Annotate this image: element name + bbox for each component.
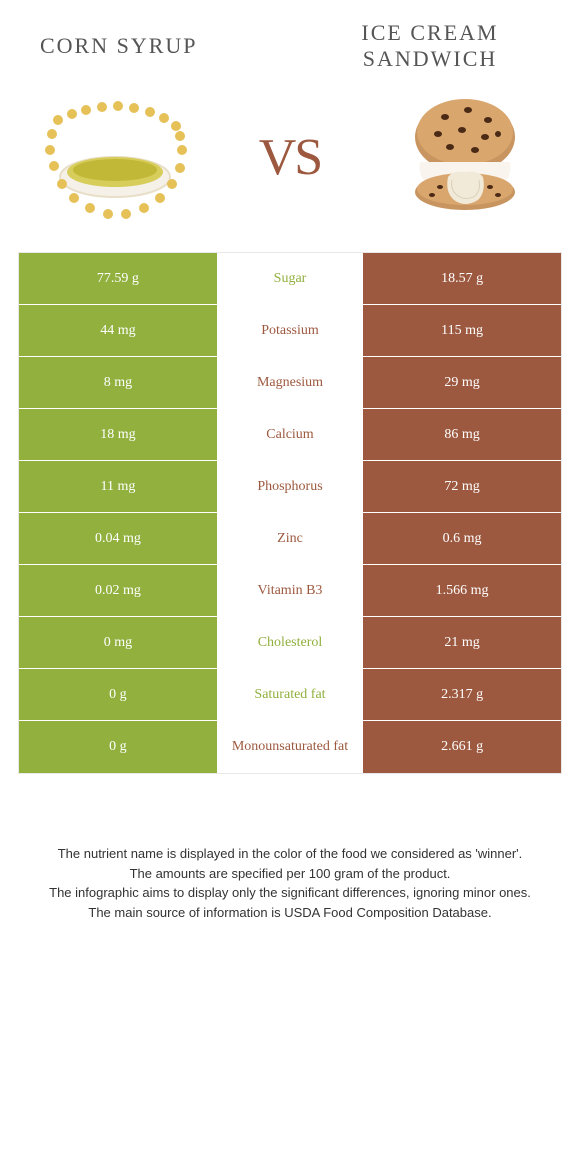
nutrient-label: Potassium [217,305,363,356]
header-row: CORN SYRUP ICE CREAM SANDWICH [0,0,580,82]
right-value: 2.661 g [363,721,561,773]
nutrient-row: 11 mgPhosphorus72 mg [19,461,561,513]
nutrient-table: 77.59 gSugar18.57 g44 mgPotassium115 mg8… [18,252,562,774]
right-value: 18.57 g [363,253,561,304]
nutrient-row: 0 gSaturated fat2.317 g [19,669,561,721]
right-value: 86 mg [363,409,561,460]
right-value: 2.317 g [363,669,561,720]
nutrient-row: 0.02 mgVitamin B31.566 mg [19,565,561,617]
footer-line-2: The infographic aims to display only the… [40,883,540,903]
left-value: 77.59 g [19,253,217,304]
corn-syrup-image [40,92,190,222]
right-value: 1.566 mg [363,565,561,616]
left-value: 18 mg [19,409,217,460]
nutrient-row: 8 mgMagnesium29 mg [19,357,561,409]
ice-cream-sandwich-image [390,92,540,222]
nutrient-label: Calcium [217,409,363,460]
right-value: 21 mg [363,617,561,668]
left-value: 0.02 mg [19,565,217,616]
left-value: 0 mg [19,617,217,668]
left-value: 44 mg [19,305,217,356]
nutrient-label: Monounsaturated fat [217,721,363,773]
nutrient-label: Sugar [217,253,363,304]
footer-notes: The nutrient name is displayed in the co… [0,774,580,922]
left-food-title: CORN SYRUP [40,33,260,59]
nutrient-label: Zinc [217,513,363,564]
nutrient-label: Saturated fat [217,669,363,720]
footer-line-3: The main source of information is USDA F… [40,903,540,923]
right-food-title: ICE CREAM SANDWICH [320,20,540,72]
left-value: 0 g [19,721,217,773]
left-value: 11 mg [19,461,217,512]
right-value: 115 mg [363,305,561,356]
footer-line-0: The nutrient name is displayed in the co… [40,844,540,864]
nutrient-label: Cholesterol [217,617,363,668]
left-value: 0 g [19,669,217,720]
images-row: VS [0,82,580,252]
left-value: 8 mg [19,357,217,408]
nutrient-label: Vitamin B3 [217,565,363,616]
nutrient-row: 18 mgCalcium86 mg [19,409,561,461]
vs-label: VS [259,128,321,187]
nutrient-row: 44 mgPotassium115 mg [19,305,561,357]
nutrient-row: 0 mgCholesterol21 mg [19,617,561,669]
nutrient-row: 0.04 mgZinc0.6 mg [19,513,561,565]
nutrient-row: 77.59 gSugar18.57 g [19,253,561,305]
footer-line-1: The amounts are specified per 100 gram o… [40,864,540,884]
nutrient-label: Phosphorus [217,461,363,512]
nutrient-row: 0 gMonounsaturated fat2.661 g [19,721,561,773]
right-value: 72 mg [363,461,561,512]
left-value: 0.04 mg [19,513,217,564]
right-value: 29 mg [363,357,561,408]
nutrient-label: Magnesium [217,357,363,408]
right-value: 0.6 mg [363,513,561,564]
